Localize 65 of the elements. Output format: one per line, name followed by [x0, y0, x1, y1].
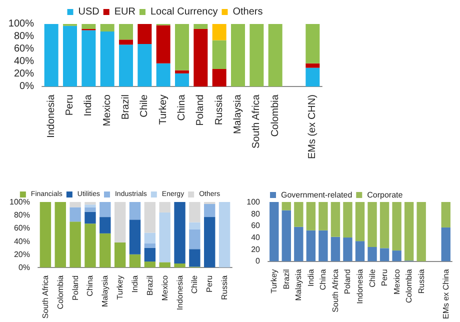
y-tick-label: 80% — [14, 210, 30, 220]
x-tick-label: Poland — [343, 269, 352, 294]
y-tick-label: 80% — [14, 31, 34, 42]
y-tick-label: 100% — [8, 18, 34, 30]
y-tick-label: 20% — [14, 250, 30, 259]
y-tick-label: 20% — [14, 68, 34, 80]
y-tick-label: 60% — [14, 224, 30, 233]
x-tick-label: China — [86, 274, 95, 296]
x-tick-label: Mexico — [160, 274, 170, 301]
x-tick-label: Indonesia — [356, 268, 364, 304]
x-tick-label: Malaysia — [232, 94, 244, 134]
y-tick-label: 0 — [256, 256, 261, 266]
x-tick-label: China — [176, 94, 188, 121]
x-tick-label: Indonesia — [46, 94, 57, 138]
x-tick-label: Chile — [139, 94, 150, 118]
x-tick-label: Chile — [368, 268, 377, 288]
x-tick-label: Indonesia — [175, 274, 184, 310]
y-tick-label: 100% — [10, 198, 30, 206]
x-tick-label: EMs ex China — [441, 268, 450, 319]
y-tick-label: 60 — [251, 221, 261, 230]
x-tick-label: South Africa — [330, 268, 340, 312]
y-tick-label: 20 — [251, 244, 261, 254]
x-tick-label: Brazil — [145, 275, 154, 296]
x-tick-label: Malaysia — [100, 274, 110, 307]
legend-label: Others — [232, 6, 263, 18]
x-tick-label: Colombia — [404, 268, 414, 303]
y-tick-label: 100 — [246, 198, 261, 206]
y-tick-label: 0% — [18, 262, 30, 272]
x-tick-label: Peru — [380, 269, 390, 286]
y-tick-label: 60% — [14, 44, 34, 55]
x-tick-label: Colombia — [270, 94, 281, 137]
x-tick-label: Peru — [64, 94, 76, 116]
y-tick-label: 40% — [14, 236, 30, 246]
x-tick-label: Brazil — [282, 268, 291, 290]
legend-label: Government-related — [281, 190, 352, 200]
x-tick-label: EMs (ex CHN) — [307, 94, 318, 160]
x-tick-label: Turkey — [116, 275, 125, 300]
x-tick-label: Malaysia — [294, 268, 304, 301]
x-tick-label: Turkey — [270, 269, 279, 294]
x-tick-label: Poland — [70, 275, 80, 300]
x-tick-label: India — [306, 268, 316, 287]
x-tick-label: Chile — [190, 274, 200, 294]
x-tick-label: India — [130, 274, 140, 293]
x-tick-label: Turkey — [158, 94, 169, 125]
legend-label: EUR — [114, 6, 136, 18]
legend-label: Corporate — [367, 190, 404, 200]
x-tick-label: Russia — [220, 274, 230, 300]
x-tick-label: Mexico — [102, 94, 113, 126]
x-tick-label: Russia — [214, 94, 225, 126]
legend-label: USD — [78, 6, 100, 18]
x-tick-label: China — [318, 268, 328, 290]
legend-label: Local Currency — [150, 6, 218, 18]
x-tick-label: Mexico — [392, 268, 402, 295]
x-tick-label: Colombia — [56, 274, 65, 310]
x-tick-label: South Africa — [251, 94, 262, 148]
x-tick-label: India — [83, 94, 94, 116]
y-tick-label: 40% — [14, 56, 34, 68]
x-tick-label: Poland — [195, 94, 206, 126]
y-tick-label: 0% — [20, 81, 34, 92]
x-tick-label: South Africa — [40, 274, 50, 319]
x-tick-label: Brazil — [120, 94, 132, 120]
x-tick-label: Peru — [205, 275, 214, 292]
y-tick-label: 40 — [251, 233, 261, 242]
x-tick-label: Russia — [416, 268, 426, 294]
y-tick-label: 80 — [251, 209, 261, 218]
